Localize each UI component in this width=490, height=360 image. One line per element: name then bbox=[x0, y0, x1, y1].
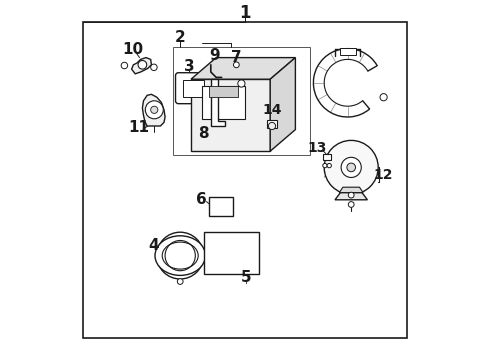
Polygon shape bbox=[211, 79, 225, 126]
Text: 1: 1 bbox=[239, 4, 251, 22]
Polygon shape bbox=[339, 187, 363, 193]
Circle shape bbox=[324, 140, 378, 194]
Text: 3: 3 bbox=[184, 59, 195, 74]
Circle shape bbox=[380, 94, 387, 101]
Text: 4: 4 bbox=[148, 238, 158, 253]
Circle shape bbox=[323, 163, 327, 168]
Text: 11: 11 bbox=[128, 120, 149, 135]
Text: 7: 7 bbox=[231, 50, 241, 65]
Text: 10: 10 bbox=[122, 42, 143, 57]
FancyBboxPatch shape bbox=[175, 73, 212, 104]
Polygon shape bbox=[191, 79, 270, 151]
Polygon shape bbox=[191, 58, 295, 79]
Circle shape bbox=[233, 62, 239, 68]
Bar bbox=[209, 86, 238, 97]
Circle shape bbox=[145, 101, 163, 119]
Bar bbox=[323, 154, 331, 160]
Polygon shape bbox=[132, 58, 151, 74]
Circle shape bbox=[269, 122, 275, 130]
Circle shape bbox=[327, 163, 331, 168]
Text: 2: 2 bbox=[175, 30, 186, 45]
Text: 5: 5 bbox=[241, 270, 251, 285]
Polygon shape bbox=[335, 193, 368, 200]
Text: 13: 13 bbox=[307, 141, 327, 154]
Bar bbox=[202, 86, 245, 119]
Bar bbox=[204, 232, 259, 274]
Text: 6: 6 bbox=[196, 192, 206, 207]
Circle shape bbox=[151, 64, 157, 71]
Bar bbox=[83, 22, 407, 338]
Circle shape bbox=[157, 232, 204, 279]
Bar bbox=[209, 197, 233, 216]
Circle shape bbox=[138, 60, 147, 69]
Circle shape bbox=[177, 279, 183, 284]
Circle shape bbox=[341, 157, 361, 177]
Circle shape bbox=[347, 163, 356, 172]
Circle shape bbox=[238, 80, 245, 87]
Polygon shape bbox=[143, 94, 165, 126]
Bar bbox=[183, 80, 204, 97]
Bar bbox=[267, 120, 277, 128]
Polygon shape bbox=[270, 58, 295, 151]
Bar bbox=[173, 47, 310, 155]
Bar bbox=[340, 48, 356, 55]
Text: 12: 12 bbox=[374, 168, 393, 181]
Text: 9: 9 bbox=[209, 48, 220, 63]
Ellipse shape bbox=[155, 236, 205, 275]
Text: 8: 8 bbox=[198, 126, 209, 141]
Circle shape bbox=[151, 106, 158, 113]
Text: 14: 14 bbox=[262, 103, 282, 117]
Circle shape bbox=[121, 62, 127, 69]
Circle shape bbox=[348, 192, 354, 198]
Circle shape bbox=[348, 202, 354, 207]
